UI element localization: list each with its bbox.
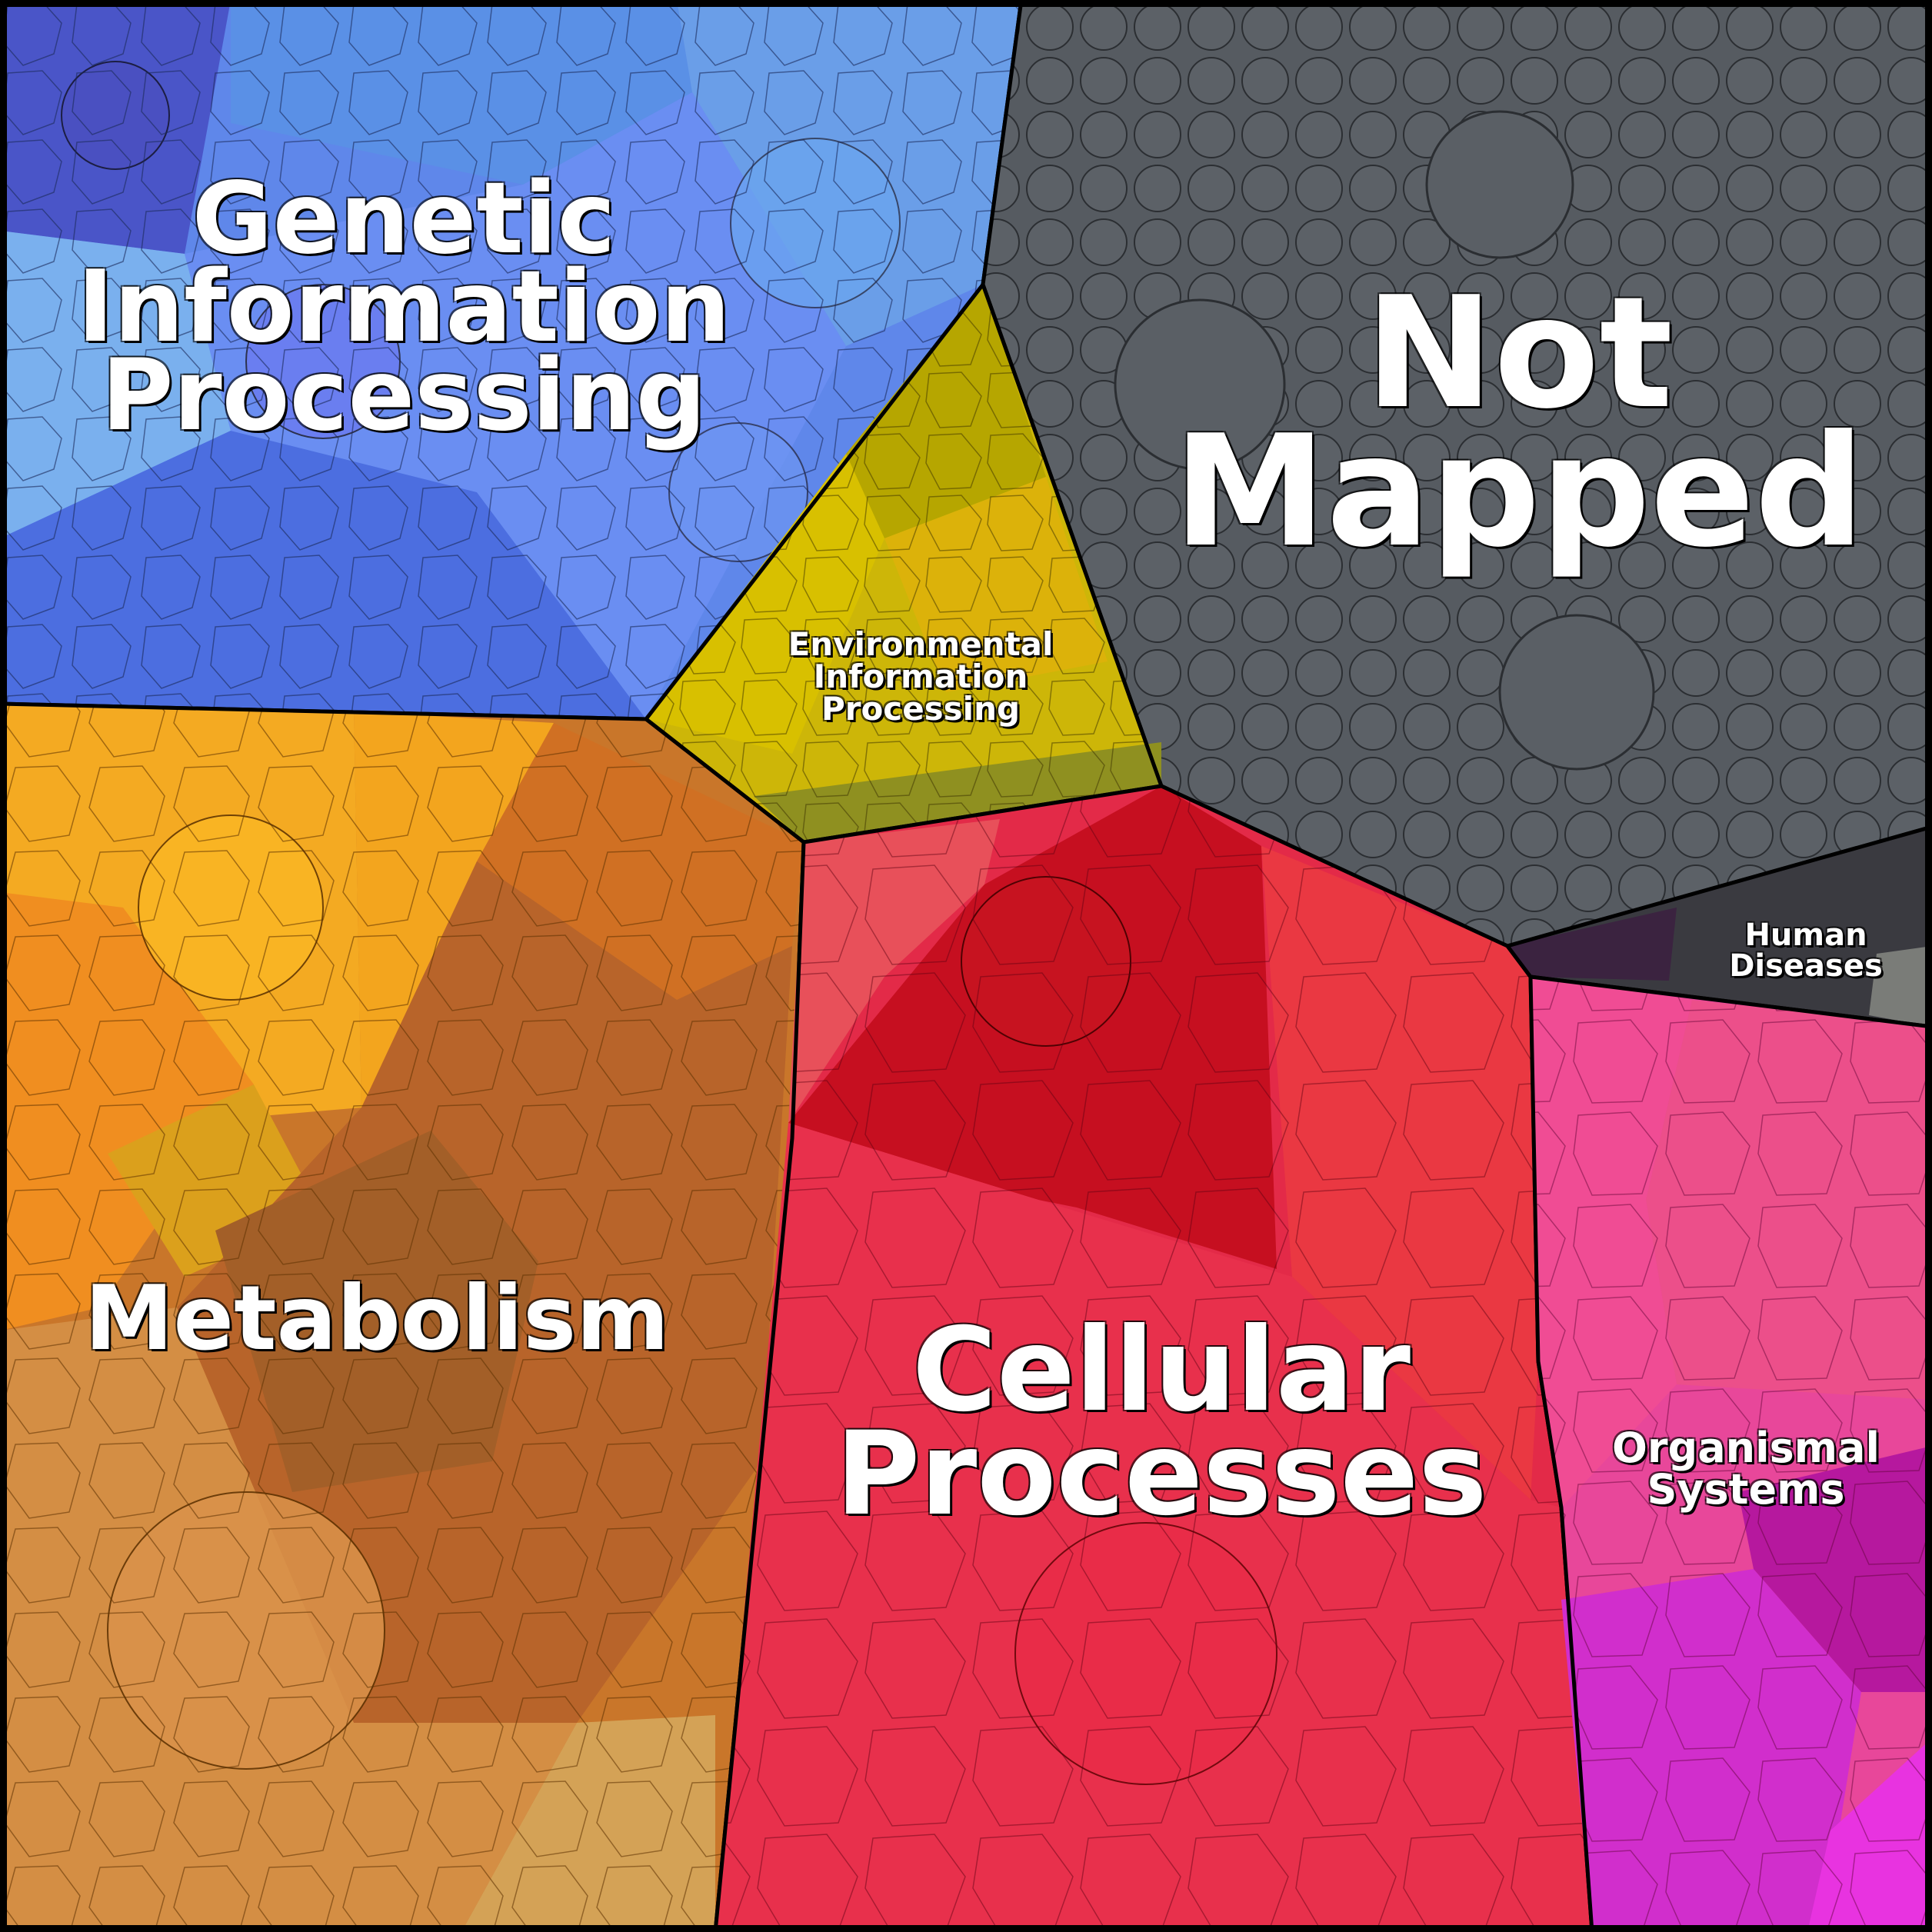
region-human-diseases <box>1504 824 1932 1029</box>
region-not-mapped <box>981 0 1932 948</box>
region-organismal <box>1528 974 1932 1932</box>
region-cellular <box>713 784 1594 1932</box>
region-genetic <box>0 0 1024 721</box>
region-metabolism <box>0 701 806 1932</box>
region-environmental <box>643 280 1164 844</box>
